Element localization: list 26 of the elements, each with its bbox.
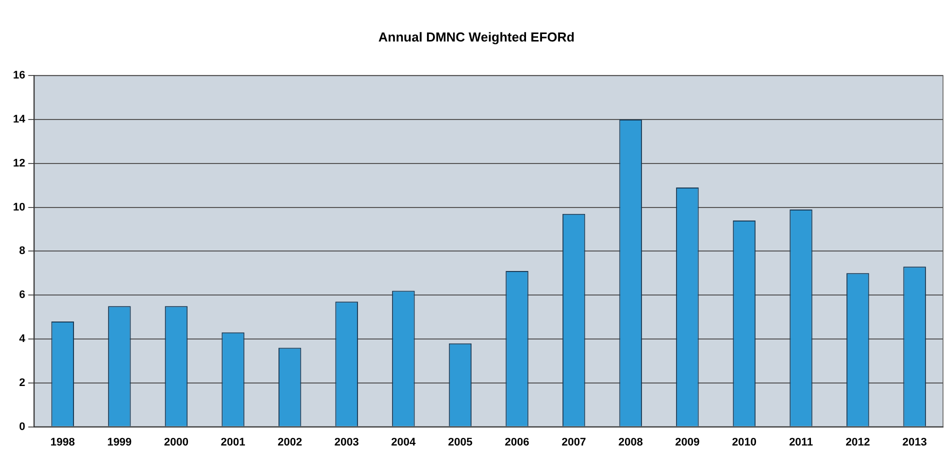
x-tick-label: 2011 (789, 436, 813, 448)
y-tick-label: 8 (19, 245, 26, 258)
y-tick-label: 10 (12, 201, 26, 214)
x-tick-label: 2010 (732, 436, 756, 448)
x-tick-label: 2003 (334, 436, 359, 448)
x-tick-label: 1998 (50, 436, 75, 448)
x-tick-label: 2007 (562, 436, 586, 448)
x-tick-label: 2008 (618, 436, 643, 448)
y-tick-label: 2 (19, 376, 26, 389)
x-tick-label: 2001 (220, 436, 246, 448)
x-tick-label: 2009 (675, 436, 700, 448)
y-tick-label: 6 (19, 289, 26, 302)
y-tick-label: 12 (12, 157, 26, 170)
x-tick-label: 2005 (448, 436, 472, 448)
x-tick-label: 2012 (846, 436, 870, 448)
x-tick-label: 2002 (278, 436, 302, 448)
y-tick-label: 14 (12, 114, 26, 126)
x-tick-label: 2000 (164, 436, 188, 448)
y-tick-label: 0 (19, 420, 26, 433)
y-tick-label: 4 (19, 333, 26, 346)
x-tick-label: 1999 (107, 436, 132, 448)
x-tick-label: 2004 (391, 436, 417, 448)
x-tick-label: 2013 (902, 436, 927, 448)
x-tick-label: 2006 (504, 436, 530, 448)
y-tick-label: 16 (12, 70, 26, 82)
chart-title: Annual DMNC Weighted EFORd (378, 29, 575, 44)
